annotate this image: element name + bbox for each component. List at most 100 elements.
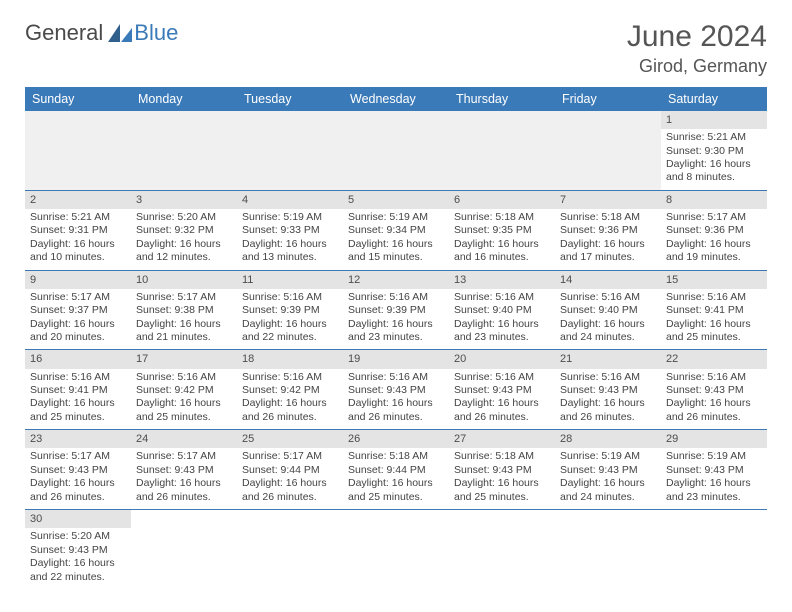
sunset-line: Sunset: 9:38 PM bbox=[136, 304, 232, 317]
sunset-line: Sunset: 9:43 PM bbox=[560, 464, 656, 477]
sunset-line: Sunset: 9:43 PM bbox=[454, 384, 550, 397]
sunrise-line: Sunrise: 5:17 AM bbox=[30, 291, 126, 304]
day-number: 15 bbox=[661, 271, 767, 289]
sunrise-line: Sunrise: 5:19 AM bbox=[242, 211, 338, 224]
daylight-line: Daylight: 16 hours and 25 minutes. bbox=[666, 318, 762, 345]
daylight-line: Daylight: 16 hours and 25 minutes. bbox=[30, 397, 126, 424]
daylight-line: Daylight: 16 hours and 26 minutes. bbox=[348, 397, 444, 424]
day-cell: 21Sunrise: 5:16 AMSunset: 9:43 PMDayligh… bbox=[555, 350, 661, 430]
day-number: 23 bbox=[25, 430, 131, 448]
daylight-line: Daylight: 16 hours and 12 minutes. bbox=[136, 238, 232, 265]
daylight-line: Daylight: 16 hours and 26 minutes. bbox=[560, 397, 656, 424]
sunset-line: Sunset: 9:43 PM bbox=[136, 464, 232, 477]
day-cell bbox=[237, 510, 343, 589]
sunrise-line: Sunrise: 5:19 AM bbox=[560, 450, 656, 463]
sunset-line: Sunset: 9:41 PM bbox=[666, 304, 762, 317]
day-cell: 28 Sunrise: 5:19 AMSunset: 9:43 PMDayligh… bbox=[555, 430, 661, 510]
day-cell: 1Sunrise: 5:21 AMSunset: 9:30 PMDaylight… bbox=[661, 111, 767, 190]
location-title: Girod, Germany bbox=[627, 56, 767, 77]
sunrise-line: Sunrise: 5:16 AM bbox=[454, 291, 550, 304]
sunset-line: Sunset: 9:41 PM bbox=[30, 384, 126, 397]
day-number: 29 bbox=[661, 430, 767, 448]
day-number: 5 bbox=[343, 191, 449, 209]
sunrise-line: Sunrise: 5:16 AM bbox=[560, 371, 656, 384]
sunrise-line: Sunrise: 5:16 AM bbox=[242, 291, 338, 304]
day-number: 8 bbox=[661, 191, 767, 209]
daylight-line: Daylight: 16 hours and 21 minutes. bbox=[136, 318, 232, 345]
sunset-line: Sunset: 9:39 PM bbox=[348, 304, 444, 317]
sunset-line: Sunset: 9:33 PM bbox=[242, 224, 338, 237]
sunset-line: Sunset: 9:43 PM bbox=[666, 464, 762, 477]
day-number: 14 bbox=[555, 271, 661, 289]
day-number: 11 bbox=[237, 271, 343, 289]
daylight-line: Daylight: 16 hours and 24 minutes. bbox=[560, 318, 656, 345]
brand-part1: General bbox=[25, 20, 103, 46]
day-cell: 12Sunrise: 5:16 AMSunset: 9:39 PMDayligh… bbox=[343, 270, 449, 350]
daylight-line: Daylight: 16 hours and 26 minutes. bbox=[30, 477, 126, 504]
day-cell: 11Sunrise: 5:16 AMSunset: 9:39 PMDayligh… bbox=[237, 270, 343, 350]
day-header: Tuesday bbox=[237, 87, 343, 111]
day-header: Friday bbox=[555, 87, 661, 111]
calendar-page: General Blue June 2024 Girod, Germany Su… bbox=[0, 0, 792, 599]
day-cell: 19Sunrise: 5:16 AMSunset: 9:43 PMDayligh… bbox=[343, 350, 449, 430]
sunset-line: Sunset: 9:35 PM bbox=[454, 224, 550, 237]
day-cell bbox=[25, 111, 131, 190]
day-cell: 30Sunrise: 5:20 AMSunset: 9:43 PMDayligh… bbox=[25, 510, 131, 589]
sunset-line: Sunset: 9:34 PM bbox=[348, 224, 444, 237]
daylight-line: Daylight: 16 hours and 22 minutes. bbox=[30, 557, 126, 584]
daylight-line: Daylight: 16 hours and 26 minutes. bbox=[242, 397, 338, 424]
sunrise-line: Sunrise: 5:16 AM bbox=[242, 371, 338, 384]
day-cell: 10Sunrise: 5:17 AMSunset: 9:38 PMDayligh… bbox=[131, 270, 237, 350]
day-number: 21 bbox=[555, 350, 661, 368]
day-cell: 18Sunrise: 5:16 AMSunset: 9:42 PMDayligh… bbox=[237, 350, 343, 430]
day-cell: 24Sunrise: 5:17 AMSunset: 9:43 PMDayligh… bbox=[131, 430, 237, 510]
daylight-line: Daylight: 16 hours and 16 minutes. bbox=[454, 238, 550, 265]
day-header-row: Sunday Monday Tuesday Wednesday Thursday… bbox=[25, 87, 767, 111]
day-cell: 2Sunrise: 5:21 AMSunset: 9:31 PMDaylight… bbox=[25, 190, 131, 270]
day-number: 16 bbox=[25, 350, 131, 368]
sunrise-line: Sunrise: 5:16 AM bbox=[348, 291, 444, 304]
sunrise-line: Sunrise: 5:17 AM bbox=[242, 450, 338, 463]
day-header: Monday bbox=[131, 87, 237, 111]
day-number: 20 bbox=[449, 350, 555, 368]
week-row: 9Sunrise: 5:17 AMSunset: 9:37 PMDaylight… bbox=[25, 270, 767, 350]
sunset-line: Sunset: 9:36 PM bbox=[560, 224, 656, 237]
day-number: 19 bbox=[343, 350, 449, 368]
sunrise-line: Sunrise: 5:16 AM bbox=[560, 291, 656, 304]
day-number: 17 bbox=[131, 350, 237, 368]
day-cell bbox=[343, 111, 449, 190]
sunset-line: Sunset: 9:43 PM bbox=[454, 464, 550, 477]
day-cell: 27Sunrise: 5:18 AMSunset: 9:43 PMDayligh… bbox=[449, 430, 555, 510]
sunset-line: Sunset: 9:44 PM bbox=[242, 464, 338, 477]
sunrise-line: Sunrise: 5:19 AM bbox=[348, 211, 444, 224]
daylight-line: Daylight: 16 hours and 24 minutes. bbox=[560, 477, 656, 504]
day-number: 24 bbox=[131, 430, 237, 448]
day-number: 18 bbox=[237, 350, 343, 368]
sunset-line: Sunset: 9:39 PM bbox=[242, 304, 338, 317]
sunrise-line: Sunrise: 5:17 AM bbox=[666, 211, 762, 224]
sunset-line: Sunset: 9:37 PM bbox=[30, 304, 126, 317]
month-title: June 2024 bbox=[627, 20, 767, 54]
day-header: Wednesday bbox=[343, 87, 449, 111]
daylight-line: Daylight: 16 hours and 26 minutes. bbox=[666, 397, 762, 424]
day-cell: 23Sunrise: 5:17 AMSunset: 9:43 PMDayligh… bbox=[25, 430, 131, 510]
day-number: 28 bbox=[555, 430, 661, 448]
day-cell bbox=[555, 510, 661, 589]
day-header: Sunday bbox=[25, 87, 131, 111]
sunset-line: Sunset: 9:30 PM bbox=[666, 145, 762, 158]
day-cell: 3Sunrise: 5:20 AMSunset: 9:32 PMDaylight… bbox=[131, 190, 237, 270]
daylight-line: Daylight: 16 hours and 23 minutes. bbox=[348, 318, 444, 345]
week-row: 2Sunrise: 5:21 AMSunset: 9:31 PMDaylight… bbox=[25, 190, 767, 270]
sunrise-line: Sunrise: 5:20 AM bbox=[136, 211, 232, 224]
sail-icon bbox=[106, 22, 134, 44]
day-number: 3 bbox=[131, 191, 237, 209]
day-number: 13 bbox=[449, 271, 555, 289]
daylight-line: Daylight: 16 hours and 10 minutes. bbox=[30, 238, 126, 265]
sunrise-line: Sunrise: 5:18 AM bbox=[454, 211, 550, 224]
sunrise-line: Sunrise: 5:17 AM bbox=[136, 450, 232, 463]
day-number: 30 bbox=[25, 510, 131, 528]
day-cell: 25Sunrise: 5:17 AMSunset: 9:44 PMDayligh… bbox=[237, 430, 343, 510]
daylight-line: Daylight: 16 hours and 25 minutes. bbox=[454, 477, 550, 504]
day-cell: 9Sunrise: 5:17 AMSunset: 9:37 PMDaylight… bbox=[25, 270, 131, 350]
sunrise-line: Sunrise: 5:18 AM bbox=[454, 450, 550, 463]
